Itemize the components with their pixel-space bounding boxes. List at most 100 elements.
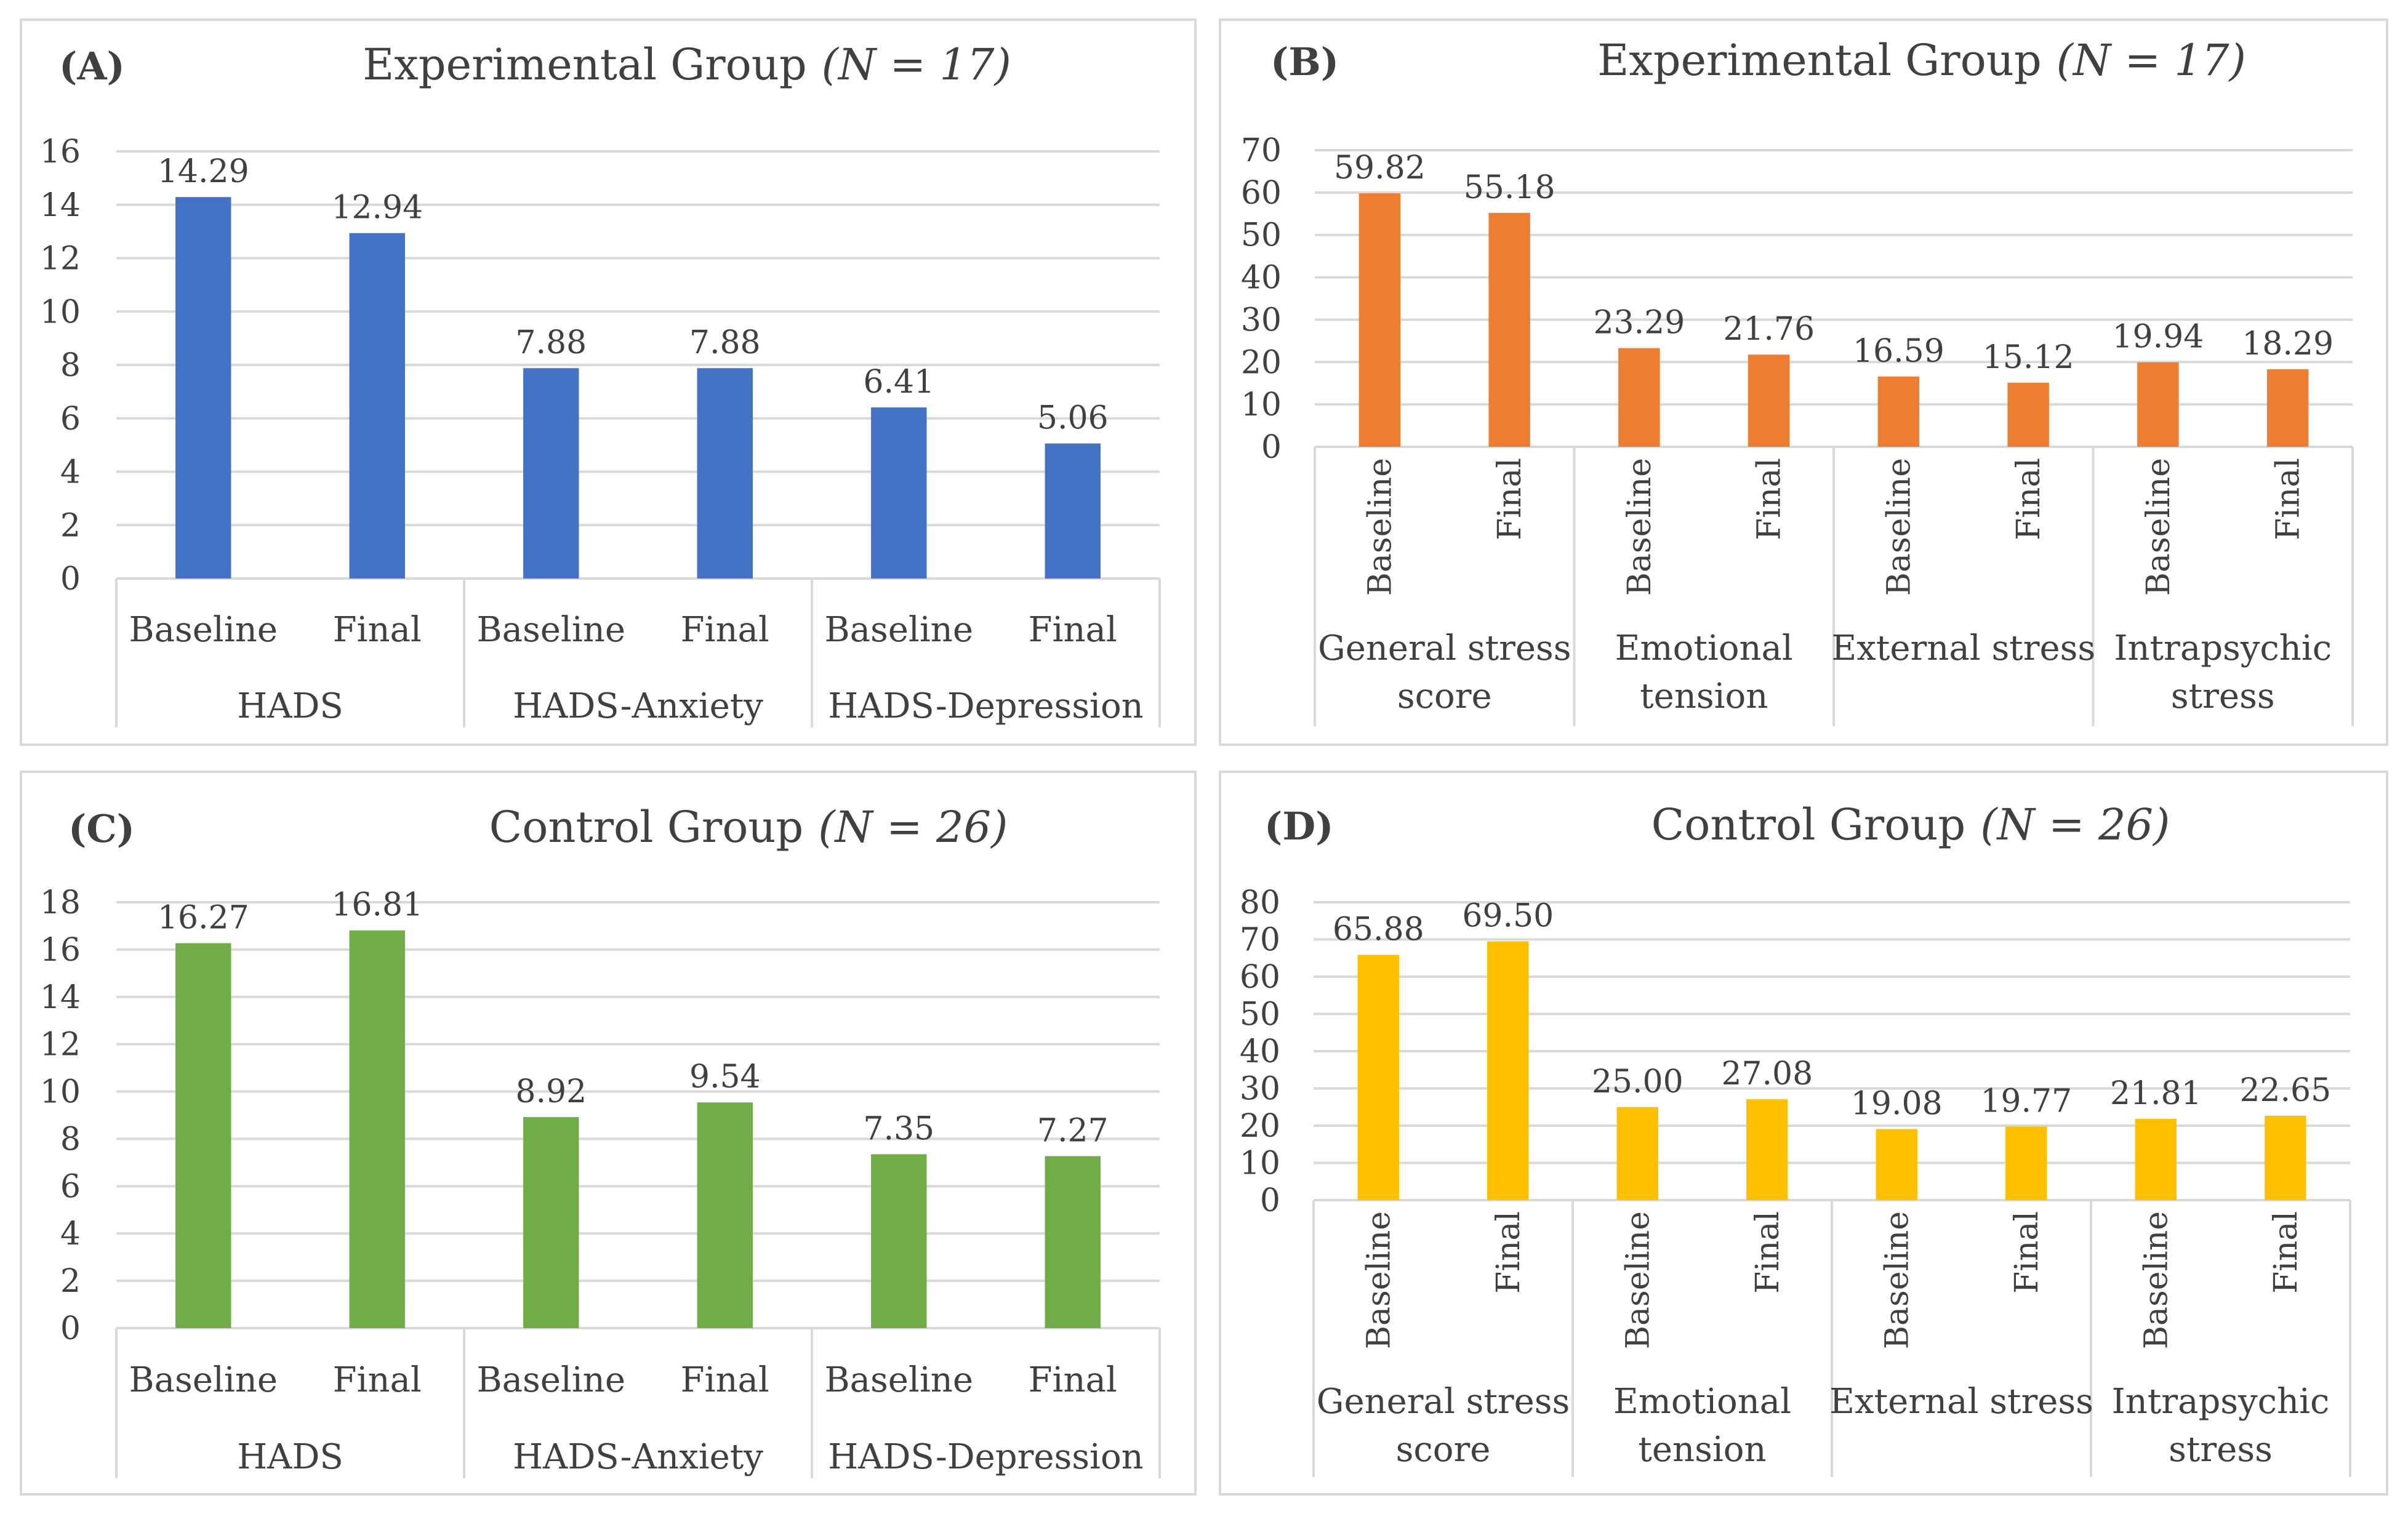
chart-title-text: Experimental Group bbox=[363, 39, 806, 90]
y-tick-label: 2 bbox=[60, 507, 81, 544]
value-label: 69.50 bbox=[1462, 898, 1554, 935]
y-tick-label: 12 bbox=[40, 241, 81, 278]
bar bbox=[1616, 1107, 1658, 1200]
bar bbox=[1876, 1129, 1917, 1200]
group-label: tension bbox=[1640, 676, 1768, 716]
y-tick-label: 10 bbox=[40, 294, 81, 330]
chart-title: Experimental Group (N = 17) bbox=[1597, 35, 2246, 86]
group-label: Intrapsychic bbox=[2114, 628, 2332, 668]
category-label: Baseline bbox=[1362, 458, 1399, 596]
category-label: Final bbox=[1491, 458, 1528, 540]
group-label: Intrapsychic bbox=[2112, 1382, 2330, 1422]
value-label: 16.27 bbox=[158, 900, 249, 937]
group-label: Emotional bbox=[1613, 1382, 1791, 1422]
bar bbox=[2005, 1126, 2047, 1200]
category-label: Baseline bbox=[2138, 1211, 2175, 1349]
value-label: 18.29 bbox=[2242, 326, 2334, 362]
y-tick-label: 40 bbox=[1240, 1033, 1280, 1070]
bar bbox=[1748, 354, 1790, 447]
y-tick-label: 8 bbox=[60, 347, 81, 384]
chart-title: Control Group (N = 26) bbox=[489, 802, 1008, 852]
y-tick-label: 6 bbox=[60, 401, 81, 438]
bar bbox=[871, 1154, 927, 1328]
chart-title-text: Control Group bbox=[1651, 799, 1966, 850]
category-label: Baseline bbox=[477, 1360, 625, 1400]
group-label: HADS bbox=[237, 686, 343, 726]
y-tick-label: 2 bbox=[60, 1263, 81, 1300]
group-label: HADS-Depression bbox=[828, 1437, 1143, 1477]
y-tick-label: 80 bbox=[1240, 884, 1280, 921]
value-label: 7.35 bbox=[863, 1110, 934, 1147]
group-label: General stress bbox=[1318, 628, 1571, 668]
bar bbox=[1746, 1099, 1788, 1200]
y-tick-label: 6 bbox=[60, 1168, 81, 1205]
y-tick-label: 60 bbox=[1240, 959, 1280, 996]
y-tick-label: 0 bbox=[1261, 429, 1282, 466]
y-tick-label: 14 bbox=[40, 187, 81, 224]
group-label: stress bbox=[2171, 676, 2275, 716]
bar bbox=[697, 1102, 753, 1328]
category-label: Final bbox=[333, 1360, 422, 1400]
bar bbox=[1487, 941, 1529, 1200]
value-label: 8.92 bbox=[515, 1073, 587, 1110]
bar bbox=[2137, 362, 2179, 447]
y-tick-label: 30 bbox=[1241, 302, 1282, 338]
chart-title-n: (N = 17) bbox=[2057, 35, 2246, 86]
category-label: Final bbox=[681, 610, 769, 650]
y-tick-label: 14 bbox=[40, 979, 81, 1016]
value-label: 21.81 bbox=[2110, 1075, 2202, 1112]
value-label: 21.76 bbox=[1723, 311, 1815, 348]
bar bbox=[175, 197, 231, 579]
value-label: 22.65 bbox=[2239, 1072, 2331, 1109]
category-label: Baseline bbox=[2140, 458, 2177, 596]
bar bbox=[1045, 443, 1101, 579]
chart-title-text: Experimental Group bbox=[1597, 35, 2041, 86]
value-label: 65.88 bbox=[1333, 911, 1424, 948]
value-label: 19.08 bbox=[1851, 1086, 1943, 1123]
category-label: Final bbox=[1029, 610, 1117, 650]
group-label: HADS bbox=[237, 1437, 343, 1477]
panel-label: (C) bbox=[68, 806, 135, 851]
panel-label: (B) bbox=[1270, 39, 1339, 84]
bar bbox=[523, 1117, 579, 1328]
category-label: Baseline bbox=[1360, 1211, 1397, 1349]
bar bbox=[1357, 955, 1399, 1200]
value-label: 6.41 bbox=[863, 364, 934, 401]
bar bbox=[697, 368, 753, 579]
category-label: Baseline bbox=[1619, 1211, 1656, 1349]
y-tick-label: 70 bbox=[1241, 132, 1282, 169]
bar bbox=[871, 407, 927, 579]
value-label: 14.29 bbox=[158, 153, 249, 190]
y-tick-label: 8 bbox=[60, 1121, 81, 1158]
bar bbox=[2135, 1119, 2177, 1200]
y-tick-label: 30 bbox=[1240, 1071, 1280, 1108]
value-label: 59.82 bbox=[1334, 150, 1426, 186]
value-label: 15.12 bbox=[1983, 339, 2074, 376]
y-tick-label: 20 bbox=[1241, 344, 1282, 381]
y-tick-label: 10 bbox=[1240, 1145, 1280, 1182]
bar bbox=[2265, 1115, 2306, 1200]
bar bbox=[1045, 1156, 1101, 1328]
bar bbox=[349, 233, 405, 579]
category-label: Baseline bbox=[825, 610, 973, 650]
value-label: 16.59 bbox=[1853, 333, 1944, 370]
chart-b-svg: (B) Experimental Group (N = 17) 0 10 20 30 40 50… bbox=[1241, 35, 2354, 726]
value-label: 7.27 bbox=[1037, 1113, 1109, 1150]
value-label: 7.88 bbox=[689, 324, 761, 361]
chart-panel-c: (C) Control Group (N = 26) 0 2 4 6 8 10 12 14 16 18 1… bbox=[20, 771, 1197, 1496]
value-label: 19.94 bbox=[2112, 319, 2204, 356]
category-label: Final bbox=[2009, 1211, 2045, 1294]
category-label: Baseline bbox=[477, 610, 625, 650]
category-label: Baseline bbox=[1621, 458, 1658, 596]
y-tick-label: 60 bbox=[1241, 175, 1282, 212]
group-label: External stress bbox=[1831, 628, 2095, 668]
category-label: Final bbox=[2270, 458, 2307, 540]
group-label: score bbox=[1396, 1430, 1491, 1470]
y-tick-label: 0 bbox=[1260, 1182, 1280, 1219]
chart-panel-a: (A) Experimental Group (N = 17) 0 2 4 6 8 10 12 14… bbox=[20, 18, 1197, 746]
value-label: 5.06 bbox=[1037, 400, 1109, 437]
y-tick-label: 16 bbox=[40, 932, 81, 969]
chart-d-svg: (D) Control Group (N = 26) 0102030405060708… bbox=[1240, 799, 2351, 1477]
bar bbox=[349, 930, 405, 1328]
bar bbox=[523, 368, 579, 579]
